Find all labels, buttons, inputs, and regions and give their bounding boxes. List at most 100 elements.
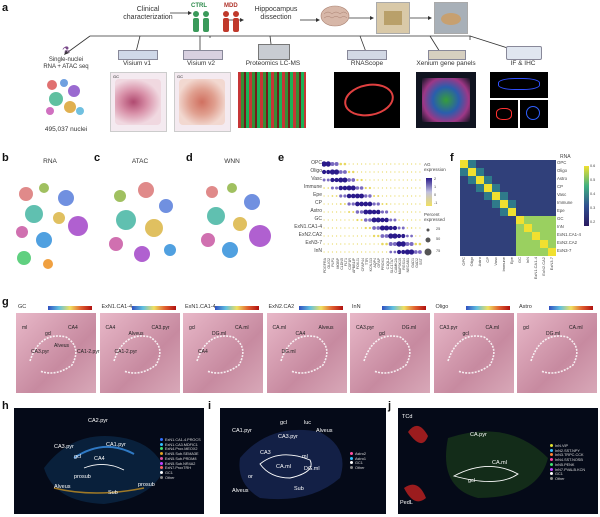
legend-swatch (550, 472, 553, 476)
dotplot-dot (352, 170, 355, 174)
dotplot-dot (419, 219, 421, 221)
dotplot-dot (392, 225, 398, 231)
heatmap-title: RNA (560, 154, 571, 160)
heatmap-cell (516, 176, 524, 184)
dotplot-dot (330, 186, 334, 190)
dotplot-dot (393, 250, 397, 254)
legend-item: InN3.TRPC.CCK (550, 453, 585, 458)
dotplot-dot (400, 241, 406, 247)
heatmap-cell (516, 248, 524, 256)
dotplot-dot (360, 163, 363, 165)
dotplot-dot (377, 251, 379, 253)
dotplot-dot (418, 242, 422, 246)
visium-region-label: CA3.pyr (356, 325, 375, 331)
dotplot-dot (380, 210, 384, 214)
legend-item: Astro2 (350, 452, 366, 457)
legend-swatch (350, 461, 353, 465)
dotplot-dot (346, 185, 352, 191)
dotplot-dot (335, 227, 338, 229)
heatmap-cell (476, 168, 484, 176)
xenium-h-image: CA2.pyr CA3.pyr CA1.pyr gcl CA4 Alveus S… (14, 408, 204, 514)
legend-item: ExN4.Prox.MEOX2 (160, 447, 201, 452)
dotplot-dot (356, 235, 359, 237)
dotplot-dot (350, 193, 356, 199)
branch-proteomics-label: Proteomics LC-MS (245, 60, 301, 67)
dotplot-dot (365, 243, 367, 245)
dotplot-dot (390, 195, 392, 197)
heatmap-cell (460, 192, 468, 200)
heatmap-col-label: ExN2.CA2 (541, 257, 546, 276)
dotplot-dot (352, 243, 354, 245)
dotplot-dot (419, 203, 421, 205)
dotplot-dot (381, 171, 384, 173)
dotplot-dot (363, 218, 368, 222)
visium-region-label: DG.ml (402, 325, 417, 331)
dotplot-dot (402, 179, 404, 181)
dotplot-dot (397, 226, 401, 230)
dotplot-dot (334, 162, 339, 166)
i-label-sub: Sub (294, 486, 304, 492)
heatmap-cell (468, 224, 476, 232)
dotplot-dot (344, 219, 346, 221)
color-tick-3: -1 (434, 201, 438, 205)
if-image-3 (520, 100, 548, 128)
dotplot-dot (348, 227, 350, 229)
heatmap-cell (468, 176, 476, 184)
h-label-ca2pyr: CA2.pyr (88, 418, 108, 424)
dotplot-dot (415, 203, 417, 205)
dotplot-dot (373, 251, 375, 253)
xenium-image (416, 72, 476, 128)
dotplot-dot (331, 243, 334, 245)
heatmap-cell (476, 184, 484, 192)
visium-tissue: CA3.pyr gcl DG.ml (350, 313, 430, 393)
heatmap-cell (524, 240, 532, 248)
dotplot-dot (348, 251, 350, 253)
heatmap-row-label: Astro (557, 176, 568, 181)
heatmap-row-label: ExN1.CA1-4 (557, 232, 581, 237)
legend-item: Astro1 (350, 456, 366, 462)
dotplot-dot (388, 233, 394, 239)
dotplot-dot (406, 227, 409, 229)
legend-label: GC1 (555, 472, 563, 477)
dotplot-dot (360, 218, 363, 222)
visium-region-label: DG.ml (281, 349, 296, 355)
heatmap-col-label: Vasc (493, 257, 498, 266)
dotplot-dot (415, 219, 417, 221)
i-label-ca1pyr: CA1.pyr (232, 428, 252, 434)
dotplot-dot (327, 203, 329, 205)
dotplot-dot (322, 178, 326, 182)
dotplot-dot (360, 227, 363, 229)
legend-label: ExN1.CA1-4.PROCS (165, 438, 201, 442)
heatmap-cell (476, 176, 484, 184)
heatmap-cell (524, 248, 532, 256)
dotplot-dot (344, 235, 346, 237)
i-label-caml: CA.ml (276, 464, 291, 470)
dotplot-dot (397, 233, 402, 239)
heatmap-cell (460, 232, 468, 240)
heatmap-cell (468, 240, 476, 248)
heatmap-cell (484, 184, 492, 192)
branch-xenium-label: Xenium gene panels (416, 60, 476, 67)
heatmap-cell (548, 184, 556, 192)
heatmap-cell (540, 184, 548, 192)
dotplot-dot (410, 227, 413, 229)
heatmap-cell (468, 168, 476, 176)
visium-region-label: gcl (523, 325, 530, 331)
color-tick-1: 1 (434, 185, 437, 189)
dotplot-dot (343, 162, 347, 166)
h-label-prosub-1: prosub (74, 474, 91, 480)
dotplot-gene-label: FOXJ1 (356, 258, 361, 270)
dotplot-dot (344, 243, 346, 245)
dotplot-dot (402, 171, 404, 173)
branch-snrna-label: Single-nuclei RNA + ATAC seq (43, 57, 89, 70)
dotplot-dot (360, 251, 363, 253)
dotplot-dot (356, 163, 359, 165)
dotplot-dot (331, 227, 334, 229)
dotplot-dot (352, 210, 355, 214)
dotplot-dot (331, 235, 334, 237)
dotplot-dot (410, 211, 413, 213)
dotplot-dot (356, 171, 359, 173)
heatmap-row-label: GC (557, 216, 564, 221)
i-label-ml: ml (302, 454, 308, 460)
legend-swatch (550, 448, 553, 452)
